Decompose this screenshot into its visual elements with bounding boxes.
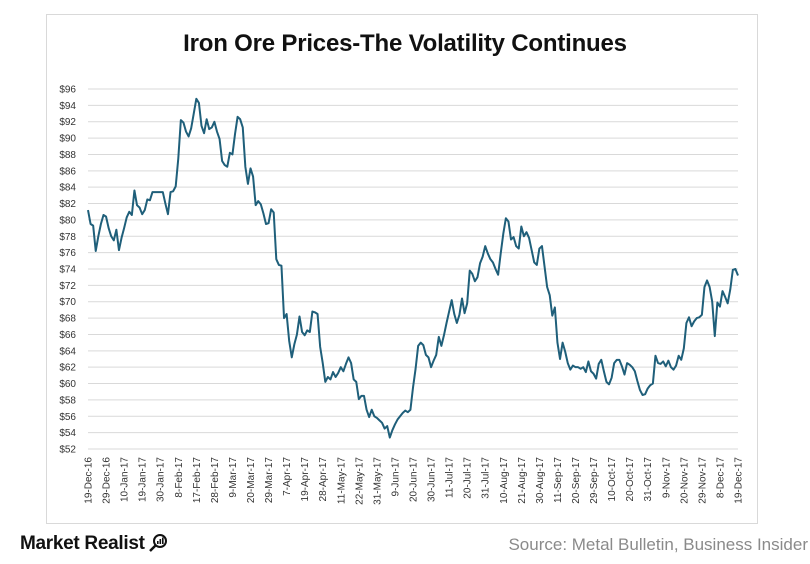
x-axis: 19-Dec-16 29-Dec-16 10-Jan-17 19-Jan-17 30-J… [84, 457, 745, 505]
chart-title: Iron Ore Prices-The Volatility Continues [183, 30, 627, 57]
x-tick-label: 10-Oct-17 [607, 457, 618, 502]
y-tick-label: $88 [59, 150, 76, 161]
x-tick-label: 31-Jul-17 [481, 457, 492, 499]
y-tick-label: $80 [59, 215, 76, 226]
x-tick-label: 10-Aug-17 [499, 457, 510, 504]
x-tick-label: 20-Jul-17 [463, 457, 474, 499]
x-tick-label: 19-Apr-17 [300, 457, 311, 502]
x-tick-label: 20-Mar-17 [246, 457, 257, 504]
y-tick-label: $52 [59, 445, 76, 456]
y-tick-label: $94 [59, 101, 76, 112]
x-tick-label: 8-Dec-17 [715, 457, 726, 499]
x-tick-label: 29-Dec-16 [102, 457, 113, 504]
x-tick-label: 30-Aug-17 [535, 457, 546, 504]
y-tick-label: $58 [59, 395, 76, 406]
x-tick-label: 11-Jul-17 [445, 457, 456, 498]
y-tick-label: $54 [59, 428, 76, 439]
magnifier-logo-icon [147, 533, 169, 559]
x-tick-label: 30-Jun-17 [427, 457, 438, 502]
y-tick-label: $68 [59, 314, 76, 325]
x-tick-label: 17-Feb-17 [192, 457, 203, 504]
y-tick-label: $84 [59, 183, 76, 194]
x-tick-label: 28-Feb-17 [210, 457, 221, 504]
y-tick-label: $82 [59, 199, 76, 210]
y-tick-label: $96 [59, 85, 76, 96]
chart-frame [46, 14, 758, 524]
y-tick-label: $78 [59, 232, 76, 243]
y-tick-label: $66 [59, 330, 76, 341]
y-tick-label: $74 [59, 265, 76, 276]
x-tick-label: 29-Nov-17 [697, 457, 708, 504]
series-layer [87, 97, 739, 439]
x-tick-label: 30-Jan-17 [156, 457, 167, 502]
x-tick-label: 20-Nov-17 [679, 457, 690, 504]
x-tick-label: 9-Jun-17 [390, 457, 401, 497]
x-tick-label: 11-Sep-17 [553, 457, 564, 503]
y-tick-label: $60 [59, 379, 76, 390]
x-tick-label: 29-Sep-17 [589, 457, 600, 504]
y-tick-label: $70 [59, 297, 76, 308]
x-tick-label: 20-Oct-17 [625, 457, 636, 502]
x-tick-label: 20-Jun-17 [409, 457, 420, 502]
y-tick-label: $76 [59, 248, 76, 259]
line-chart: $52 $54 $56 $58 $60 $62 $64 $66 $68 $70 $72 $74 $76 $… [59, 85, 745, 505]
x-tick-label: 31-Oct-17 [643, 457, 654, 502]
x-tick-label: 28-Apr-17 [318, 457, 329, 502]
y-tick-label: $72 [59, 281, 76, 292]
brand-name: Market Realist [20, 533, 145, 554]
y-tick-label: $90 [59, 134, 76, 145]
y-tick-label: $64 [59, 346, 76, 357]
series-line [87, 97, 739, 439]
x-tick-label: 9-Nov-17 [661, 457, 672, 499]
x-tick-label: 7-Apr-17 [282, 457, 293, 496]
x-tick-label: 31-May-17 [372, 457, 383, 505]
x-tick-label: 22-May-17 [354, 457, 365, 505]
x-tick-label: 19-Jan-17 [138, 457, 149, 502]
x-tick-label: 19-Dec-16 [84, 457, 95, 504]
x-tick-label: 9-Mar-17 [228, 457, 239, 498]
market-realist-logo: Market Realist [20, 533, 169, 559]
x-tick-label: 29-Mar-17 [264, 457, 275, 504]
y-axis: $52 $54 $56 $58 $60 $62 $64 $66 $68 $70 $72 $74 $76 $… [59, 85, 76, 456]
x-tick-label: 11-May-17 [336, 457, 347, 504]
x-tick-label: 19-Dec-17 [734, 457, 745, 504]
x-tick-label: 8-Feb-17 [174, 457, 185, 498]
y-tick-label: $62 [59, 363, 76, 374]
x-tick-label: 20-Sep-17 [571, 457, 582, 504]
x-tick-label: 21-Aug-17 [517, 457, 528, 504]
y-tick-label: $56 [59, 412, 76, 423]
y-tick-label: $86 [59, 166, 76, 177]
gridlines [88, 88, 738, 450]
y-tick-label: $92 [59, 117, 76, 128]
source-note: Source: Metal Bulletin, Business Insider [508, 535, 808, 554]
x-tick-label: 10-Jan-17 [120, 457, 131, 502]
